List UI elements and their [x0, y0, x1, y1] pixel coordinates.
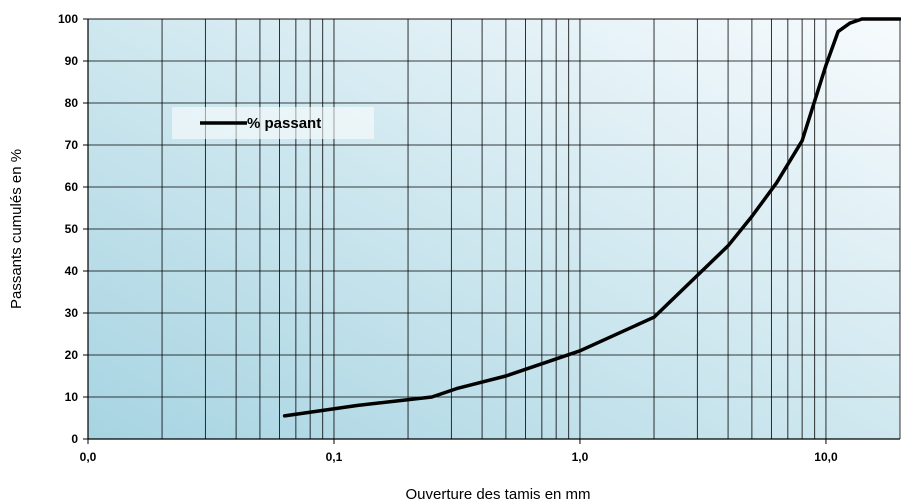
- x-tick-label: 1,0: [572, 450, 589, 464]
- y-tick-label: 50: [65, 222, 79, 236]
- x-axis-title: Ouverture des tamis en mm: [405, 486, 590, 503]
- y-tick-label: 20: [65, 348, 79, 362]
- y-tick-label: 60: [65, 180, 79, 194]
- y-axis-title: Passants cumulés en %: [8, 149, 25, 309]
- series-line: [282, 17, 901, 418]
- legend: % passant: [172, 107, 374, 139]
- axes: 0 10 20 30 40 50 60 70 80 90 100 0,0 0,1 1,0 10,0: [58, 12, 900, 464]
- y-tick-label: 10: [65, 390, 79, 404]
- y-tick-label: 70: [65, 138, 79, 152]
- x-tick-label: 0,0: [80, 450, 97, 464]
- y-tick-label: 90: [65, 54, 79, 68]
- series-layer: [282, 17, 901, 418]
- y-tick-label: 80: [65, 96, 79, 110]
- y-tick-label: 40: [65, 264, 79, 278]
- y-tick-label: 100: [58, 12, 78, 26]
- x-tick-label: 0,1: [326, 450, 343, 464]
- y-tick-label: 0: [71, 432, 78, 446]
- legend-label: % passant: [247, 115, 321, 132]
- y-tick-label: 30: [65, 306, 79, 320]
- x-tick-label: 10,0: [814, 450, 838, 464]
